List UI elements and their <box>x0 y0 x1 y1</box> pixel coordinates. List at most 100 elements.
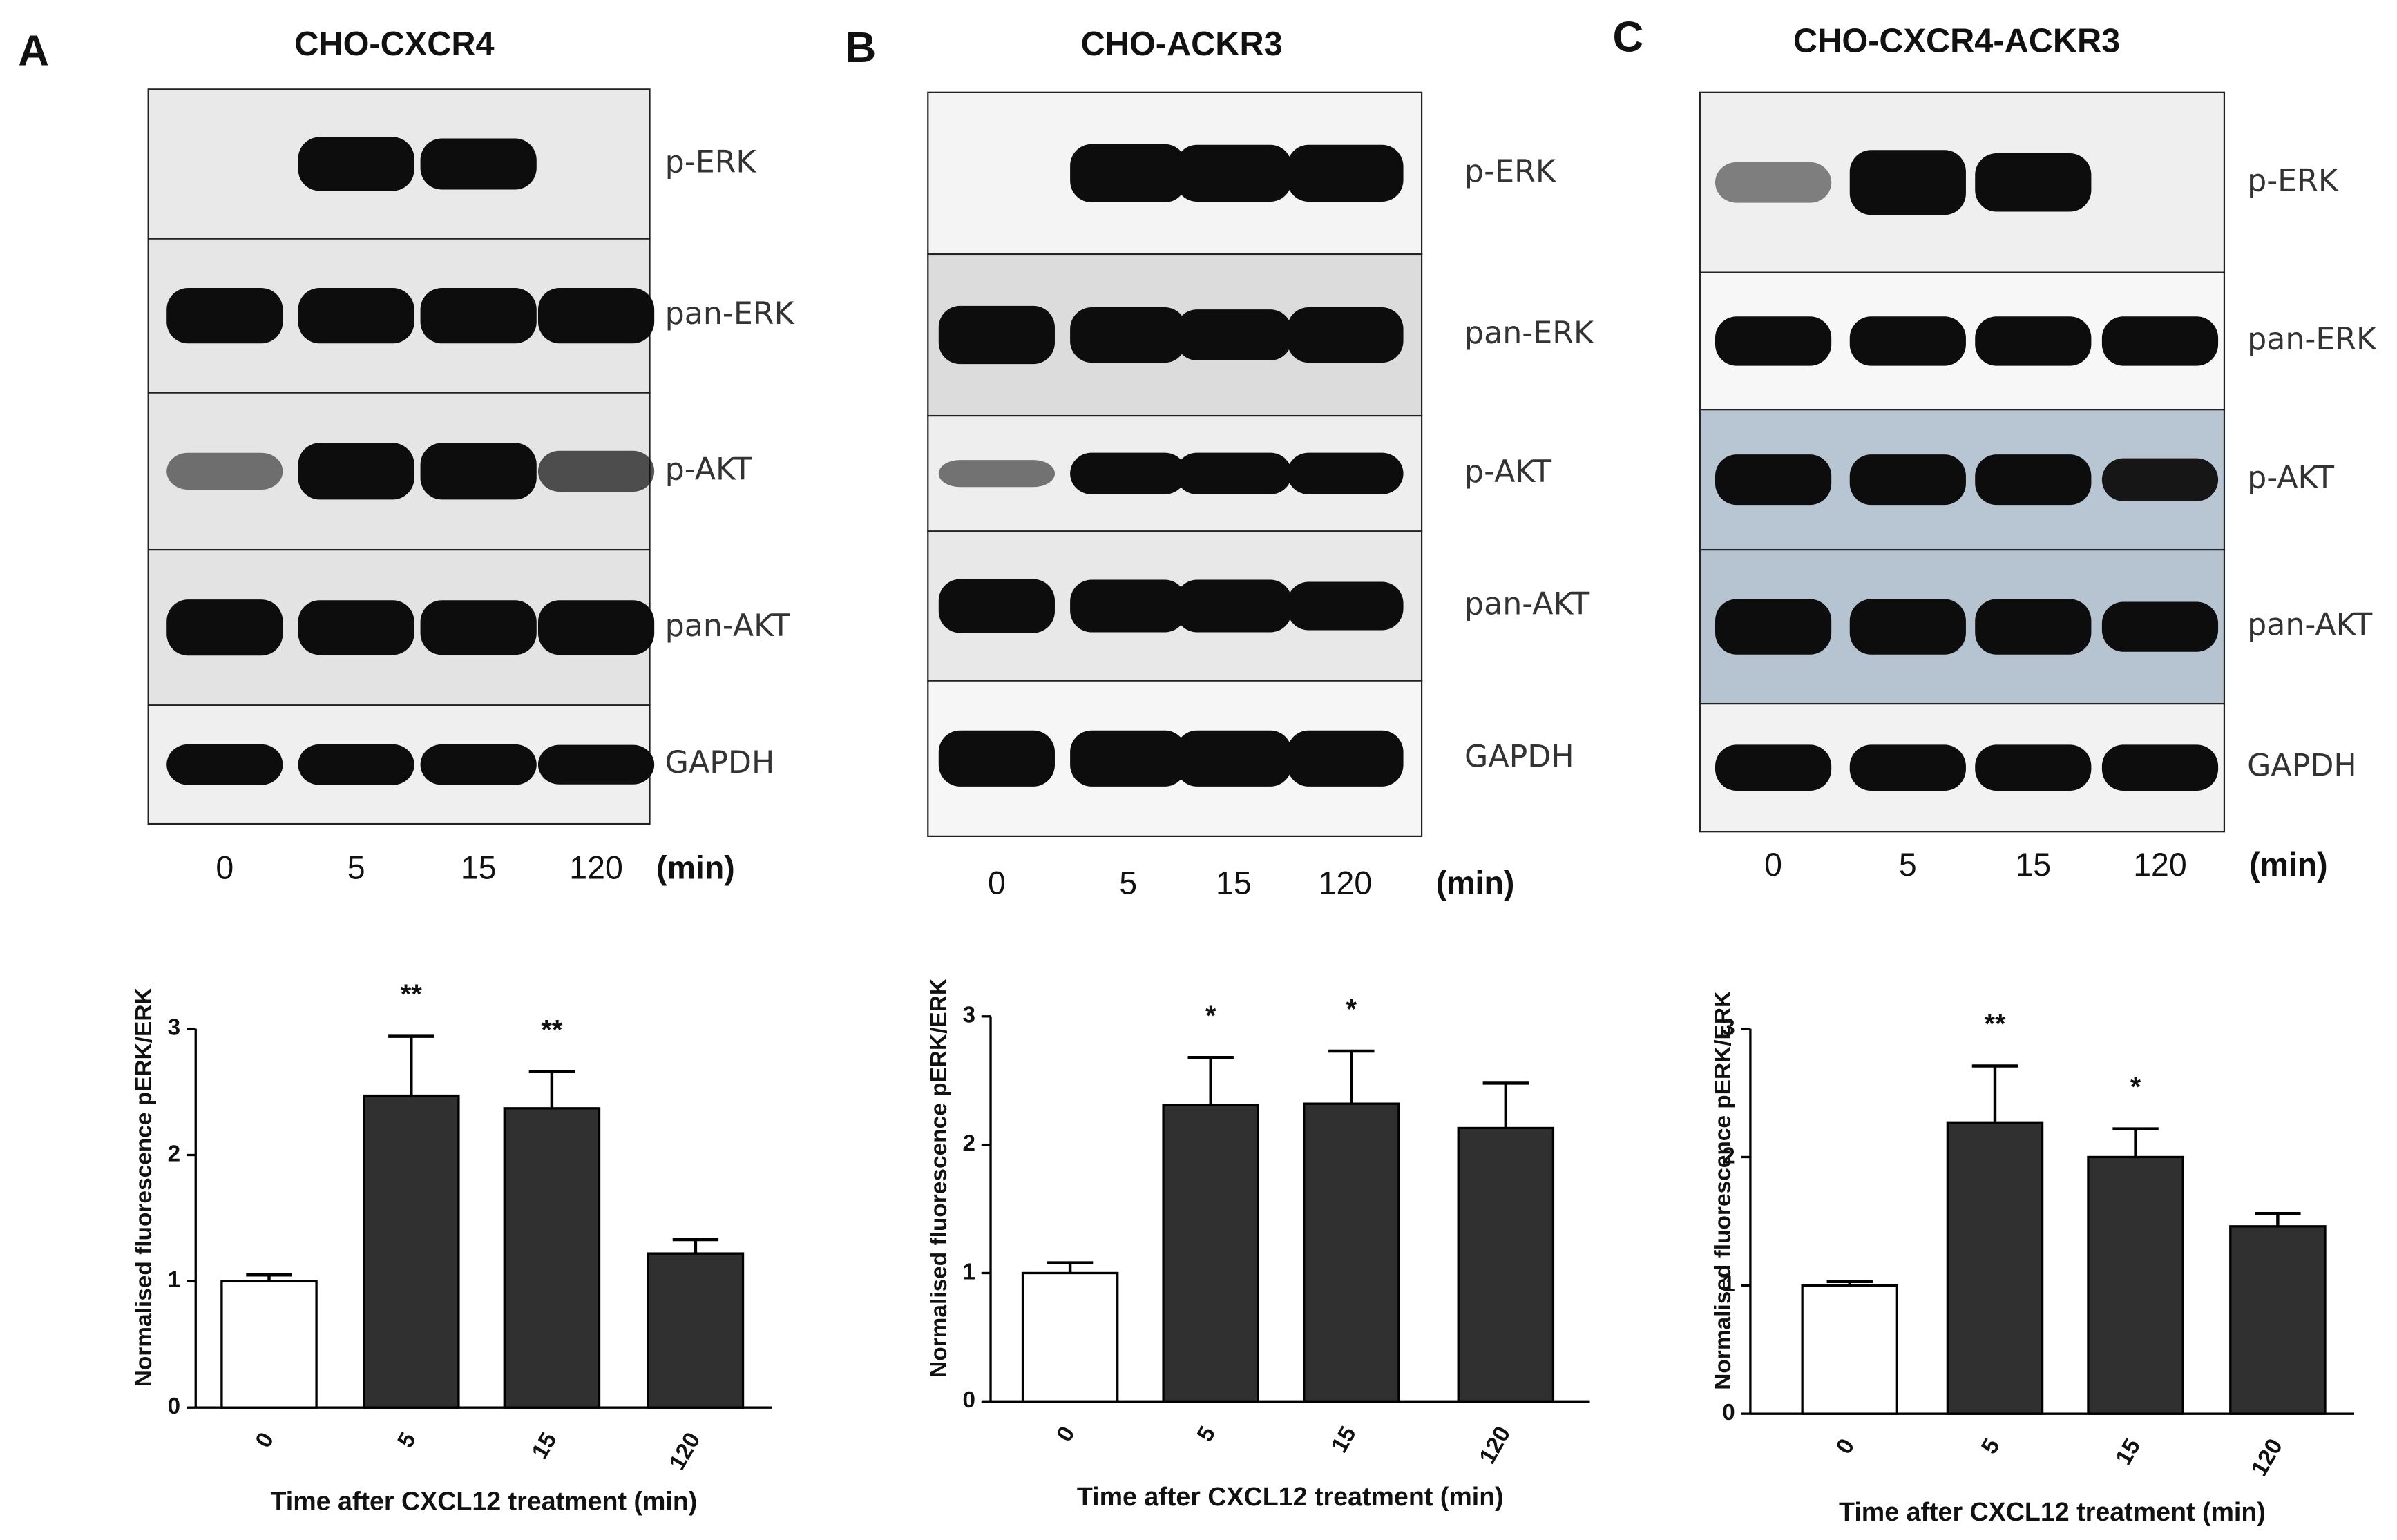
blot-band <box>1070 730 1187 787</box>
blot-band <box>166 599 283 656</box>
x-tick-label: 0 <box>251 1428 279 1452</box>
blot-band <box>298 600 414 655</box>
blot-band <box>420 288 537 344</box>
lane-label: 120 <box>2133 847 2187 883</box>
bar <box>1457 1126 1555 1403</box>
x-axis-label: Time after CXCL12 treatment (min) <box>1839 1498 2266 1527</box>
blot-band <box>1070 144 1187 203</box>
blot-band <box>166 288 283 344</box>
x-tick-label: 0 <box>1051 1422 1080 1446</box>
lane-label: 5 <box>1119 865 1137 901</box>
blot-band <box>1849 316 1966 366</box>
blot-band <box>1175 452 1292 494</box>
x-tick-label: 120 <box>665 1428 706 1474</box>
blot-band <box>537 744 655 785</box>
y-tick-label: 0 <box>168 1394 180 1419</box>
blot-band <box>938 579 1055 633</box>
blot-band <box>1287 581 1404 631</box>
bar <box>1946 1121 2044 1415</box>
lane-unit: (min) <box>656 849 735 885</box>
lane-label: 0 <box>1764 847 1782 883</box>
blot-band <box>1175 309 1292 360</box>
y-tick-label: 0 <box>962 1387 975 1413</box>
y-tick-label: 2 <box>1722 1143 1735 1168</box>
blot-row-label: pan-AKT <box>665 608 791 644</box>
bar <box>2229 1225 2327 1415</box>
blot-row-label: p-AKT <box>1464 454 1552 490</box>
blot-band <box>1975 153 2092 212</box>
blot-band <box>537 600 655 655</box>
blot-band <box>1975 454 2092 506</box>
blot-row-label: p-AKT <box>665 452 753 487</box>
y-tick-label: 2 <box>962 1130 975 1156</box>
blot-row-label: pan-ERK <box>665 296 796 331</box>
blot-band <box>420 443 537 500</box>
x-axis-label: Time after CXCL12 treatment (min) <box>270 1487 697 1516</box>
lane-label: 5 <box>1899 847 1917 883</box>
blot-band <box>1175 730 1292 787</box>
bar <box>503 1107 601 1409</box>
lane-label: 15 <box>461 849 497 885</box>
blot-band <box>1287 452 1404 494</box>
blot-band <box>1070 579 1187 633</box>
blot-row-label: pan-ERK <box>1464 316 1595 351</box>
significance: ** <box>401 979 422 1010</box>
blot-band <box>298 443 414 500</box>
x-tick-label: 120 <box>2246 1434 2288 1481</box>
x-tick-label: 5 <box>1976 1434 2005 1459</box>
blot-band <box>1975 316 2092 366</box>
y-tick-label: 0 <box>1722 1400 1735 1425</box>
x-tick-label: 15 <box>1326 1422 1361 1457</box>
bar <box>647 1252 745 1409</box>
y-tick-label: 3 <box>1722 1014 1735 1040</box>
blot-band <box>2101 601 2219 652</box>
blot-band <box>938 730 1055 787</box>
blot-band <box>2101 458 2219 501</box>
lane-unit: (min) <box>1436 865 1515 901</box>
significance: * <box>1346 994 1357 1024</box>
blot-band <box>298 137 414 191</box>
blot-band <box>938 460 1055 488</box>
blot-band <box>537 450 655 492</box>
lane-label: 5 <box>347 849 365 885</box>
lane-label: 15 <box>1216 865 1252 901</box>
blot-band <box>537 288 655 344</box>
blot-band <box>1287 307 1404 363</box>
y-tick-label: 1 <box>1722 1271 1735 1297</box>
y-axis-label: Normalised fluorescence pERK/ERK <box>1710 991 1736 1390</box>
bar <box>2087 1155 2184 1415</box>
y-axis-label: Normalised fluorescence pERK/ERK <box>131 988 157 1387</box>
blot-row-label: p-ERK <box>665 144 758 180</box>
blot-band <box>1070 452 1187 494</box>
blot-row-label: pan-AKT <box>1464 586 1590 622</box>
bar <box>220 1280 318 1409</box>
blot-row-label: GAPDH <box>2247 749 2357 784</box>
lane-label: 0 <box>988 865 1006 901</box>
blot-band <box>1715 316 1832 366</box>
blot-row-label: p-ERK <box>2247 163 2340 198</box>
x-tick-label: 15 <box>527 1428 562 1463</box>
bar <box>363 1094 460 1409</box>
panel-title: CHO-CXCR4 <box>294 26 494 63</box>
blot-band <box>1715 162 1832 203</box>
blot-row-label: GAPDH <box>665 745 775 780</box>
blot-band <box>420 600 537 655</box>
blot-band <box>420 744 537 785</box>
blot-band <box>1849 744 1966 791</box>
lane-label: 120 <box>569 849 623 885</box>
significance: * <box>2130 1072 2141 1102</box>
panel-title: CHO-CXCR4-ACKR3 <box>1793 22 2120 59</box>
blot-band <box>1849 150 1966 215</box>
blot-band <box>1975 744 2092 791</box>
y-tick-label: 3 <box>168 1014 180 1040</box>
blot-band <box>166 744 283 785</box>
lane-label: 0 <box>216 849 233 885</box>
x-tick-label: 0 <box>1831 1434 1860 1459</box>
blot-band <box>1070 307 1187 363</box>
x-tick-label: 120 <box>1475 1422 1516 1468</box>
y-axis-label: Normalised fluorescence pERK/ERK <box>926 979 952 1378</box>
blot-row-label: p-AKT <box>2247 461 2335 496</box>
panel-letter: C <box>1612 13 1643 61</box>
